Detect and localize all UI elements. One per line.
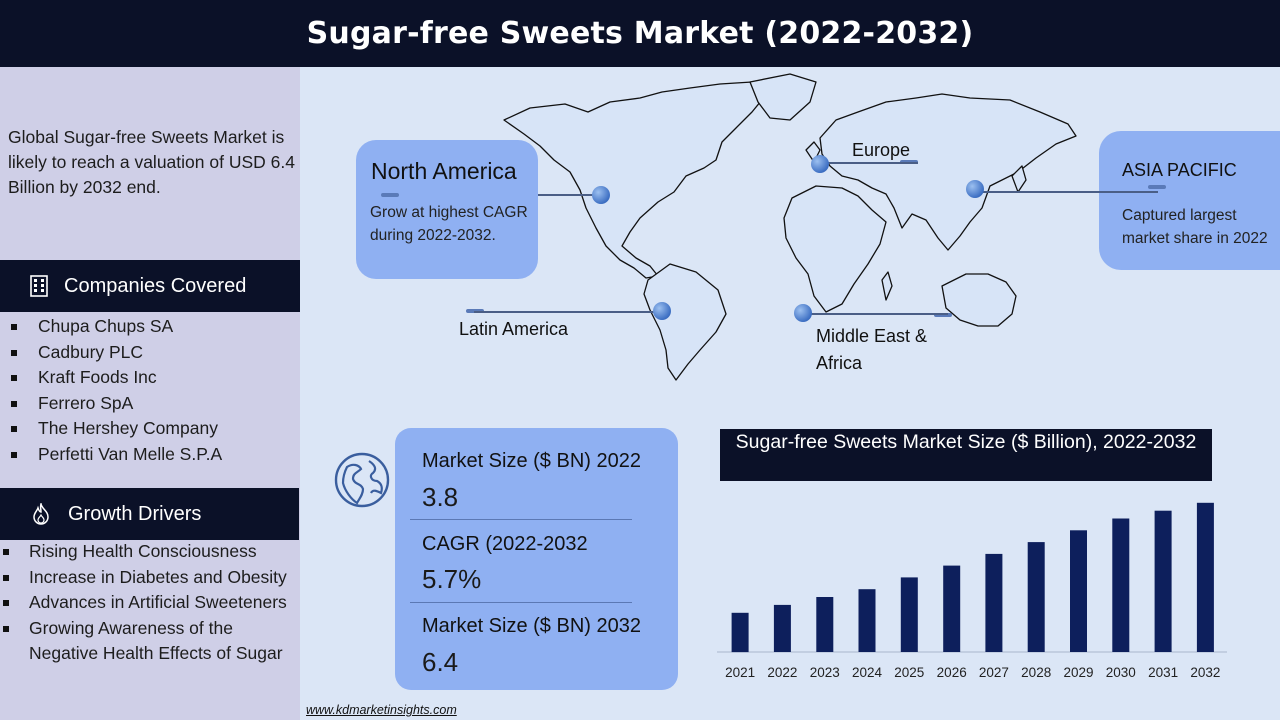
- x-tick-label: 2028: [1021, 665, 1051, 680]
- companies-heading: Companies Covered: [0, 260, 300, 312]
- x-tick-label: 2023: [810, 665, 840, 680]
- bar-2022: [773, 604, 791, 652]
- market-size-2022-label: Market Size ($ BN) 2022: [422, 450, 641, 472]
- flame-icon: [30, 503, 52, 525]
- x-tick-label: 2026: [937, 665, 967, 680]
- africa-shape: [783, 185, 887, 313]
- page-title: Sugar-free Sweets Market (2022-2032): [306, 16, 974, 51]
- mea-title: Middle East & Africa: [816, 326, 928, 373]
- growth-driver-item: Growing Awareness of the Negative Health…: [3, 616, 304, 667]
- growth-driver-item: Advances in Artificial Sweeteners: [3, 590, 304, 616]
- mea-dash: [934, 313, 952, 317]
- bar-2027: [985, 553, 1003, 652]
- bar-2021: [731, 612, 749, 653]
- x-tick-label: 2024: [852, 665, 883, 680]
- cagr-label: CAGR (2022-2032: [422, 533, 588, 555]
- x-tick-label: 2027: [979, 665, 1009, 680]
- asia-pacific-dash: [1148, 185, 1166, 189]
- chart-title: Sugar-free Sweets Market Size ($ Billion…: [720, 429, 1212, 481]
- world-map: [503, 73, 1077, 381]
- north-america-title: North America: [371, 158, 517, 184]
- cagr-value: 5.7%: [422, 564, 482, 594]
- x-tick-label: 2029: [1063, 665, 1093, 680]
- drivers-list: Rising Health Consciousness Increase in D…: [3, 539, 304, 667]
- bar-2026: [943, 565, 961, 652]
- market-size-2022-value: 3.8: [422, 482, 459, 512]
- bar-2028: [1027, 542, 1045, 652]
- south-america-shape: [643, 263, 727, 381]
- company-item: The Hershey Company: [10, 416, 222, 442]
- stats-divider-2: [410, 602, 632, 603]
- growth-driver-item: Rising Health Consciousness: [3, 539, 304, 565]
- north-america-dash: [381, 193, 399, 197]
- asia-pacific-card: [1099, 131, 1280, 270]
- north-america-marker: [592, 186, 610, 204]
- north-america-card: [356, 140, 538, 279]
- x-tick-label: 2022: [767, 665, 797, 680]
- company-item: Kraft Foods Inc: [10, 365, 222, 391]
- japan-shape: [1011, 165, 1027, 193]
- greenland-shape: [749, 73, 817, 121]
- europe-connector: [828, 162, 918, 164]
- market-size-2032-label: Market Size ($ BN) 2032: [422, 615, 641, 637]
- building-icon: [28, 275, 50, 297]
- ap-connector: [980, 191, 1158, 193]
- bar-2030: [1112, 518, 1130, 652]
- bar-2031: [1154, 510, 1172, 652]
- company-item: Perfetti Van Melle S.P.A: [10, 442, 222, 468]
- bar-2025: [900, 577, 918, 652]
- sidebar: Global Sugar-free Sweets Market is likel…: [0, 67, 300, 720]
- companies-heading-label: Companies Covered: [64, 274, 247, 297]
- asia-pacific-marker: [966, 180, 984, 198]
- eurasia-shape: [819, 93, 1077, 251]
- latin-america-marker: [653, 302, 671, 320]
- mea-marker: [794, 304, 812, 322]
- company-item: Cadbury PLC: [10, 340, 222, 366]
- companies-list: Chupa Chups SA Cadbury PLC Kraft Foods Inc…: [10, 314, 222, 468]
- na-connector: [538, 194, 598, 196]
- australia-shape: [941, 273, 1017, 327]
- growth-driver-item: Increase in Diabetes and Obesity: [3, 565, 304, 591]
- x-tick-label: 2021: [725, 665, 755, 680]
- madagascar-shape: [881, 271, 893, 301]
- market-size-2032-value: 6.4: [422, 647, 459, 677]
- bar-2024: [858, 589, 876, 652]
- bar-chart: 2021 2022 2023 2024 2025 2026 2027 2028 2029 2030…: [717, 502, 1227, 680]
- market-summary: Global Sugar-free Sweets Market is likel…: [8, 127, 295, 197]
- bar-2029: [1070, 530, 1087, 652]
- company-item: Chupa Chups SA: [10, 314, 222, 340]
- europe-title: Europe: [852, 140, 911, 160]
- drivers-heading: Growth Drivers: [0, 488, 299, 540]
- stats-divider-1: [410, 519, 632, 520]
- europe-marker: [811, 155, 829, 173]
- website-link[interactable]: www.kdmarketinsights.com: [306, 703, 457, 717]
- asia-pacific-text: Captured largest market share in 2022: [1122, 207, 1268, 247]
- x-tick-label: 2025: [894, 665, 924, 680]
- bar-2032: [1196, 502, 1214, 652]
- drivers-heading-label: Growth Drivers: [68, 502, 202, 525]
- company-item: Ferrero SpA: [10, 391, 222, 417]
- latin-america-title: Latin America: [459, 319, 569, 339]
- bar-2023: [816, 597, 834, 652]
- stats-panel: [395, 428, 678, 690]
- x-tick-label: 2030: [1106, 665, 1136, 680]
- globe-icon: [334, 452, 390, 508]
- north-america-shape: [503, 81, 771, 279]
- asia-pacific-title: ASIA PACIFIC: [1122, 160, 1237, 180]
- title-bar: Sugar-free Sweets Market (2022-2032): [0, 0, 1280, 67]
- north-america-text: Grow at highest CAGR during 2022-2032.: [370, 204, 528, 244]
- latam-connector: [474, 311, 660, 313]
- x-tick-label: 2031: [1148, 665, 1178, 680]
- mea-connector: [808, 313, 948, 315]
- x-tick-label: 2032: [1190, 665, 1220, 680]
